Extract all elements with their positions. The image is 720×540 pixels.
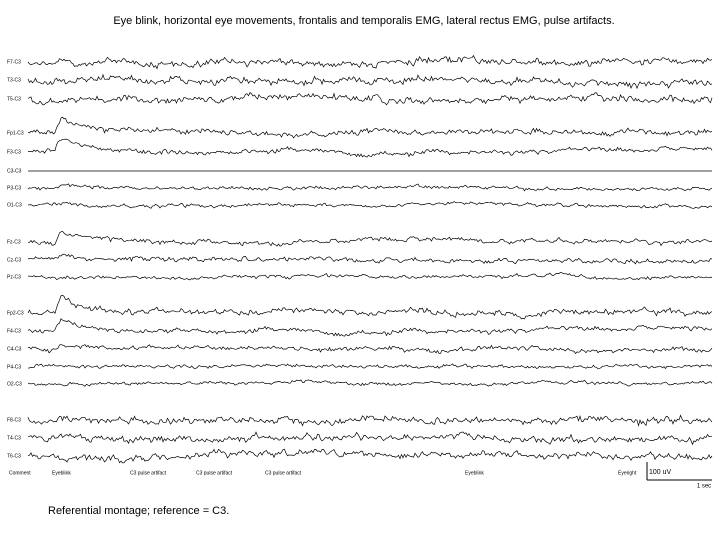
channel-label: O1-C3 — [7, 202, 22, 208]
channel-label: T3-C3 — [7, 77, 21, 83]
channel-label: C4-C3 — [7, 346, 22, 352]
channel-label: F4-C3 — [7, 328, 21, 334]
comment-label: C3 pulse artifact — [130, 470, 167, 476]
eeg-trace — [27, 363, 713, 370]
eeg-trace — [27, 294, 713, 320]
channel-label: Fp1-C3 — [7, 130, 24, 136]
eeg-trace — [27, 271, 713, 281]
eeg-trace — [27, 201, 713, 209]
eeg-trace — [27, 54, 713, 70]
channel-label: T4-C3 — [7, 435, 21, 441]
comment-label: C3 pulse artifact — [265, 470, 302, 476]
channel-label: O2-C3 — [7, 381, 22, 387]
eeg-trace — [27, 231, 713, 247]
channel-label: F7-C3 — [7, 59, 21, 65]
eeg-trace — [27, 448, 713, 464]
channel-label: P4-C3 — [7, 364, 21, 370]
eeg-trace — [27, 344, 713, 355]
channel-label: T5-C3 — [7, 96, 21, 102]
channel-label: Fp2-C3 — [7, 310, 24, 316]
eeg-trace — [27, 183, 713, 192]
channel-label: F8-C3 — [7, 417, 21, 423]
eeg-trace — [27, 379, 713, 387]
eeg-trace — [27, 318, 713, 337]
channel-label: F3-C3 — [7, 149, 21, 155]
eeg-trace — [27, 414, 713, 427]
channel-label: Cz-C3 — [7, 257, 21, 263]
channel-label: C3-C3 — [7, 168, 22, 174]
eeg-trace — [27, 116, 713, 139]
channel-label: Pz-C3 — [7, 274, 21, 280]
comment-label: C3 pulse artifact — [196, 470, 233, 476]
comment-label: Eyeblink — [52, 470, 71, 476]
channel-label: Fz-C3 — [7, 239, 21, 245]
eeg-trace — [28, 431, 713, 446]
channel-label: T6-C3 — [7, 453, 21, 459]
caption: Referential montage; reference = C3. — [48, 505, 229, 517]
eeg-trace — [27, 138, 713, 158]
channel-label: P3-C3 — [7, 185, 21, 191]
eeg-trace — [27, 92, 713, 106]
comment-label: Eyeright — [618, 470, 637, 476]
comment-label: Comment — [9, 470, 31, 476]
amplitude-scale-label: 100 uV — [649, 469, 672, 476]
figure-title: Eye blink, horizontal eye movements, fro… — [113, 15, 614, 27]
comment-label: Eyeblink — [465, 470, 484, 476]
time-scale-label: 1 sec — [697, 484, 711, 490]
eeg-trace — [27, 73, 713, 90]
eeg-trace — [27, 253, 713, 265]
